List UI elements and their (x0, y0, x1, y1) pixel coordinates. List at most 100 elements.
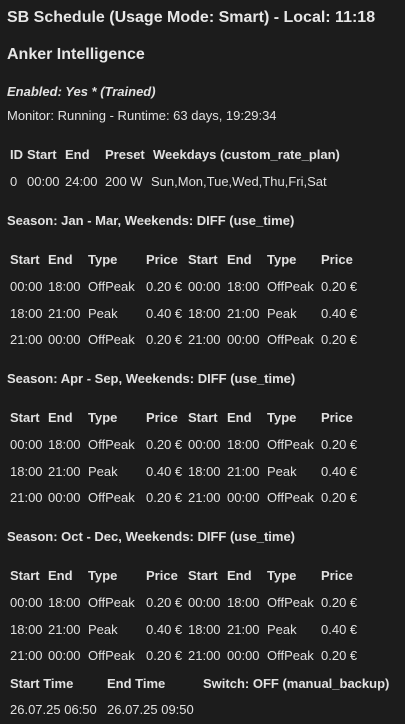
season-col-end: End (48, 568, 73, 583)
season-cell-type: OffPeak (88, 437, 135, 452)
season-col-start: Start (10, 252, 40, 267)
season-title: Season: Jan - Mar, Weekends: DIFF (use_t… (7, 213, 295, 228)
season-col-end: End (48, 410, 73, 425)
season-cell-weekend-type: Peak (267, 305, 297, 321)
season-title: Season: Oct - Dec, Weekends: DIFF (use_t… (7, 529, 295, 544)
season-cell-weekend-price: 0.20 € (321, 332, 358, 347)
plan-col-id: ID (10, 147, 23, 162)
season-cell-weekend-price: 0.40 € (321, 463, 358, 479)
season-cell-weekend-type: Peak (267, 463, 297, 479)
season-cell-price: 0.40 € (146, 305, 183, 321)
plan-start: 00:00 (27, 174, 60, 189)
season-cell-type: Peak (88, 463, 118, 479)
season-row: 00:00 18:00 OffPeak 0.20 € 00:00 18:00 OffPeak… (0, 279, 405, 297)
season-col-weekend-end: End (227, 252, 252, 267)
plan-col-end: End (65, 147, 90, 162)
season-cell-start: 21:00 (10, 648, 43, 663)
season-cell-price: 0.40 € (146, 463, 183, 479)
season-col-type: Type (88, 410, 118, 425)
season-cell-weekend-price: 0.20 € (321, 437, 358, 452)
plan-end: 24:00 (65, 174, 98, 189)
season-cell-weekend-end: 18:00 (227, 437, 260, 452)
season-cell-weekend-type: Peak (267, 621, 297, 637)
season-cell-price: 0.20 € (146, 490, 183, 505)
monitor-status: Monitor: Running - Runtime: 63 days, 19:… (7, 108, 277, 123)
season-cell-weekend-end: 00:00 (227, 490, 260, 505)
season-col-weekend-end: End (227, 410, 252, 425)
season-cell-price: 0.20 € (146, 648, 183, 663)
season-header-row: Start End Type Price Start End Type Price (0, 568, 405, 586)
season-cell-end: 00:00 (48, 648, 81, 663)
season-cell-weekend-start: 18:00 (188, 305, 221, 321)
season-cell-start: 21:00 (10, 332, 43, 347)
season-col-weekend-end: End (227, 568, 252, 583)
season-cell-weekend-start: 21:00 (188, 648, 221, 663)
season-cell-weekend-price: 0.40 € (321, 621, 358, 637)
season-col-type: Type (88, 252, 118, 267)
season-col-start: Start (10, 410, 40, 425)
season-cell-weekend-type: OffPeak (267, 648, 314, 663)
season-header-row: Start End Type Price Start End Type Price (0, 252, 405, 270)
season-cell-weekend-price: 0.20 € (321, 490, 358, 505)
season-cell-price: 0.40 € (146, 621, 183, 637)
season-cell-start: 00:00 (10, 595, 43, 610)
plan-col-preset: Preset (105, 147, 145, 162)
season-cell-weekend-end: 21:00 (227, 621, 260, 637)
season-cell-type: Peak (88, 305, 118, 321)
season-cell-weekend-end: 21:00 (227, 305, 260, 321)
season-cell-start: 18:00 (10, 463, 43, 479)
season-cell-type: OffPeak (88, 279, 135, 294)
season-cell-weekend-end: 00:00 (227, 648, 260, 663)
season-title: Season: Apr - Sep, Weekends: DIFF (use_t… (7, 371, 296, 386)
card-title: SB Schedule (Usage Mode: Smart) - Local:… (7, 9, 376, 26)
season-cell-weekend-type: OffPeak (267, 595, 314, 610)
plan-col-weekdays: Weekdays (custom_rate_plan) (153, 147, 340, 162)
season-row: 18:00 21:00 Peak 0.40 € 18:00 21:00 Peak 0.40 € (0, 464, 405, 482)
season-cell-end: 21:00 (48, 305, 81, 321)
season-col-weekend-price: Price (321, 252, 353, 267)
season-cell-weekend-start: 18:00 (188, 463, 221, 479)
season-cell-weekend-end: 21:00 (227, 463, 260, 479)
season-cell-end: 18:00 (48, 595, 81, 610)
plan-preset: 200 W (105, 174, 143, 189)
season-cell-start: 18:00 (10, 621, 43, 637)
season-cell-start: 00:00 (10, 437, 43, 452)
season-cell-end: 18:00 (48, 437, 81, 452)
season-cell-weekend-start: 00:00 (188, 595, 221, 610)
season-col-weekend-start: Start (188, 410, 218, 425)
backup-end-time: 26.07.25 09:50 (107, 702, 194, 717)
backup-row: 26.07.25 06:50 26.07.25 09:50 (0, 702, 405, 720)
season-col-weekend-start: Start (188, 568, 218, 583)
backup-col-end-time: End Time (107, 676, 166, 691)
season-cell-end: 21:00 (48, 621, 81, 637)
backup-start-time: 26.07.25 06:50 (10, 702, 97, 717)
season-cell-weekend-price: 0.20 € (321, 595, 358, 610)
season-col-weekend-type: Type (267, 568, 297, 583)
season-cell-weekend-type: OffPeak (267, 490, 314, 505)
season-row: 00:00 18:00 OffPeak 0.20 € 00:00 18:00 OffPeak… (0, 595, 405, 613)
season-row: 21:00 00:00 OffPeak 0.20 € 21:00 00:00 OffPeak… (0, 648, 405, 666)
season-cell-end: 00:00 (48, 332, 81, 347)
season-col-price: Price (146, 568, 178, 583)
season-cell-weekend-end: 00:00 (227, 332, 260, 347)
season-cell-weekend-start: 18:00 (188, 621, 221, 637)
season-col-weekend-type: Type (267, 410, 297, 425)
season-cell-end: 21:00 (48, 463, 81, 479)
season-cell-price: 0.20 € (146, 332, 183, 347)
season-col-price: Price (146, 252, 178, 267)
season-col-weekend-price: Price (321, 568, 353, 583)
season-col-price: Price (146, 410, 178, 425)
plan-col-start: Start (27, 147, 57, 162)
season-col-type: Type (88, 568, 118, 583)
season-col-weekend-start: Start (188, 252, 218, 267)
season-cell-start: 00:00 (10, 279, 43, 294)
plan-row: 0 00:00 24:00 200 W Sun,Mon,Tue,Wed,Thu,… (0, 174, 405, 192)
backup-header-row: Start Time End Time Switch: OFF (manual_… (0, 676, 405, 694)
season-cell-weekend-type: OffPeak (267, 279, 314, 294)
season-cell-type: OffPeak (88, 595, 135, 610)
season-cell-price: 0.20 € (146, 437, 183, 452)
season-cell-weekend-start: 21:00 (188, 490, 221, 505)
backup-col-start-time: Start Time (10, 676, 74, 691)
season-col-weekend-price: Price (321, 410, 353, 425)
season-cell-price: 0.20 € (146, 595, 183, 610)
